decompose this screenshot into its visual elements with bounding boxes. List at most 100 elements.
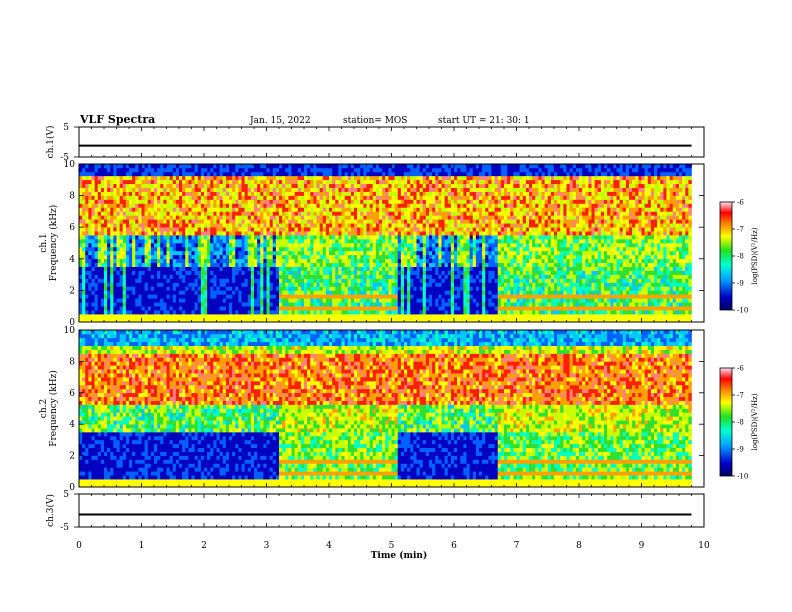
ch1-spectrogram-cell [135, 286, 139, 291]
ch1-spectrogram-cell [304, 239, 308, 244]
ch1-spectrogram-cell [219, 314, 224, 319]
ch1-spectrogram-cell [257, 302, 261, 307]
ch1-spectrogram-cell [135, 250, 139, 256]
ch1-spectrogram-cell [382, 187, 386, 192]
ch1-spectrogram-cell [263, 195, 267, 200]
ch1-spectrogram-cell [457, 294, 461, 299]
ch1-spectrogram-cell [244, 294, 249, 299]
ch1-spectrogram-cell [210, 310, 214, 315]
ch1-spectrogram-cell [419, 227, 424, 232]
ch1-spectrogram-cell [338, 318, 342, 323]
ch1-spectrogram-cell [379, 235, 383, 240]
ch1-spectrogram-cell [166, 175, 170, 181]
ch1-spectrogram-cell [263, 211, 267, 216]
ch1-spectrogram-cell [169, 298, 174, 303]
ch1-spectrogram-cell [407, 164, 411, 169]
ch1-spectrogram-cell [260, 164, 264, 169]
ch1-spectrogram-cell [194, 195, 199, 200]
ch1-spectrogram-cell [150, 167, 155, 173]
ch1-spectrogram-cell [410, 274, 414, 279]
ch1-spectrogram-cell [322, 286, 327, 291]
ch1-spectrogram-cell [360, 306, 364, 311]
ch1-spectrogram-cell [313, 314, 317, 319]
ch1-spectrogram-cell [247, 215, 252, 220]
ch1-spectrogram-cell [372, 231, 377, 236]
ch1-spectrogram-cell [329, 183, 333, 188]
ch1-spectrogram-cell [382, 298, 386, 303]
ch1-spectrogram-cell [263, 239, 267, 244]
ch1-spectrogram-cell [172, 223, 177, 228]
ch1-spectrogram-cell [438, 175, 442, 181]
ch1-spectrogram-cell [429, 187, 433, 192]
ch1-spectrogram-cell [425, 167, 430, 173]
ch1-spectrogram-cell [369, 270, 374, 275]
ch1-spectrogram-cell [138, 274, 142, 279]
ch1-spectrogram-cell [210, 215, 214, 220]
ch1-spectrogram-cell [279, 302, 283, 307]
ch1-spectrogram-cell [266, 290, 270, 295]
ch1-spectrogram-cell [369, 191, 374, 196]
ch1-spectrogram-cell [166, 258, 170, 264]
ch1-spectrogram-cell [163, 203, 167, 208]
ch1-spectrogram-cell [354, 290, 358, 295]
ch1-spectrogram-cell [254, 246, 258, 252]
ch1-spectrogram-cell [247, 207, 252, 212]
ch1-spectrogram-cell [82, 302, 86, 307]
ch1-spectrogram-cell [222, 294, 227, 299]
ch1-spectrogram-cell [179, 258, 183, 264]
ch1-spectrogram-cell [300, 258, 305, 264]
ch1-spectrogram-cell [132, 211, 136, 216]
ch1-spectrogram-cell [347, 187, 352, 192]
ch1-spectrogram-cell [213, 171, 217, 177]
ch1-spectrogram-cell [147, 187, 152, 192]
ch1-spectrogram-cell [391, 243, 395, 248]
ch1-spectrogram-cell [241, 187, 245, 192]
ch1-spectrogram-cell [425, 286, 430, 291]
ch1-spectrogram-cell [116, 191, 120, 196]
ch1-spectrogram-cell [85, 258, 89, 264]
ch1-spectrogram-cell [404, 203, 408, 208]
ch1-spectrogram-cell [385, 318, 389, 323]
ch1-spectrogram-cell [450, 235, 455, 240]
ch1-spectrogram-cell [279, 290, 283, 295]
ch1-spectrogram-cell [447, 302, 452, 307]
ch1-spectrogram-cell [116, 306, 120, 311]
ch1-spectrogram-cell [210, 183, 214, 188]
ch1-spectrogram-cell [332, 195, 336, 200]
ch1-spectrogram-cell [194, 175, 199, 181]
ch1-spectrogram-cell [163, 164, 167, 169]
ch1-spectrogram-cell [185, 207, 189, 212]
ch1-spectrogram-cell [291, 203, 295, 208]
ch1-spectrogram-cell [382, 167, 386, 173]
ch1-spectrogram-cell [225, 266, 230, 271]
ch1-spectrogram-cell [150, 239, 155, 244]
ch1-spectrogram-cell [82, 254, 86, 260]
ch1-spectrogram-cell [275, 262, 280, 267]
ch1-spectrogram-cell [329, 250, 333, 256]
ch1-spectrogram-cell [357, 215, 361, 220]
ch1-spectrogram-cell [150, 215, 155, 220]
ch1-spectrogram-cell [244, 167, 249, 173]
ch1-spectrogram-cell [91, 250, 95, 256]
ch1-spectrogram-cell [354, 318, 358, 323]
ch1-spectrogram-cell [304, 187, 308, 192]
ch1-spectrogram-cell [304, 270, 308, 275]
ch1-spectrogram-cell [372, 191, 377, 196]
ch1-spectrogram-cell [310, 310, 314, 315]
ch1-spectrogram-cell [454, 235, 458, 240]
ch1-spectrogram-cell [394, 286, 399, 291]
ch1-spectrogram-cell [213, 187, 217, 192]
ch1-spectrogram-cell [94, 286, 99, 291]
ch1-spectrogram-cell [422, 215, 427, 220]
ch1-spectrogram-cell [172, 211, 177, 216]
ch1-spectrogram-cell [410, 187, 414, 192]
ch1-spectrogram-cell [107, 302, 111, 307]
ch1-spectrogram-cell [85, 175, 89, 181]
ch1-spectrogram-cell [350, 207, 355, 212]
ch1-spectrogram-cell [304, 227, 308, 232]
ch1-spectrogram-cell [422, 207, 427, 212]
ch1-spectrogram-cell [454, 231, 458, 236]
ch1-spectrogram-cell [397, 278, 402, 283]
ch1-spectrogram-cell [294, 250, 299, 256]
ch1-spectrogram-cell [194, 254, 199, 260]
